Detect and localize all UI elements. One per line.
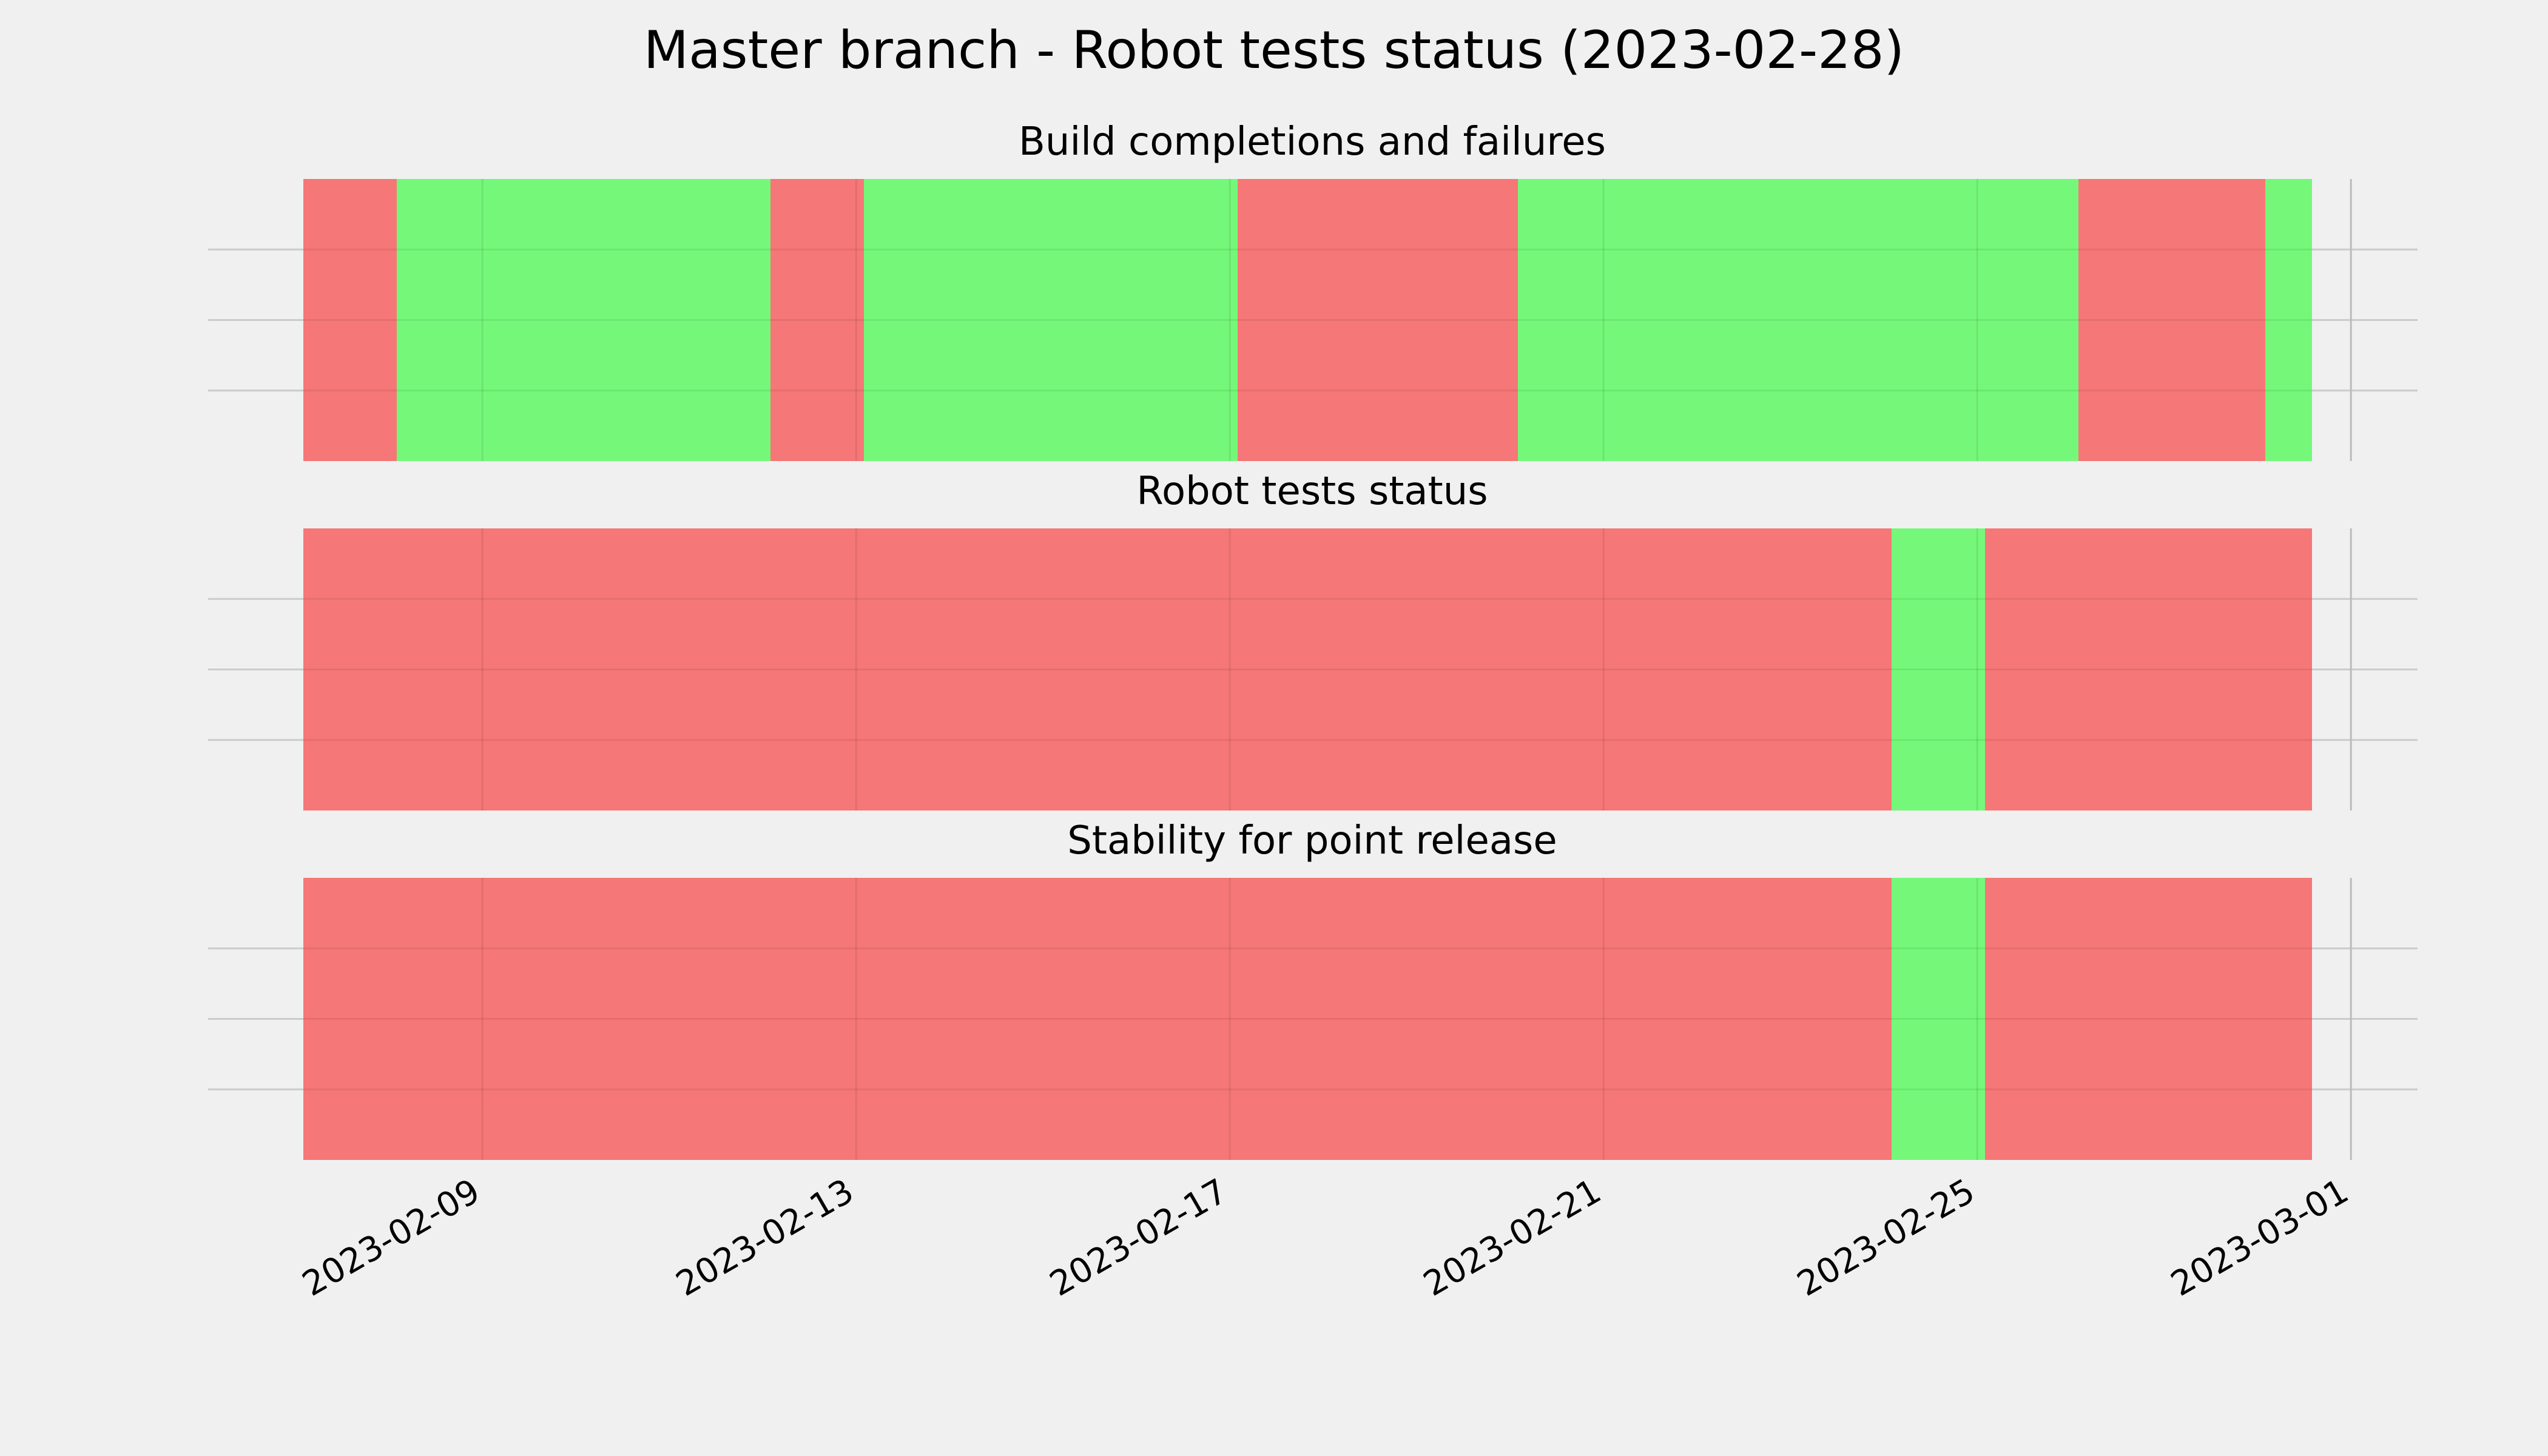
chart-title: Master branch - Robot tests status (2023… xyxy=(644,20,1904,81)
status-segment-fail xyxy=(1985,528,2312,811)
status-segment-fail xyxy=(303,528,1892,811)
status-segment-pass xyxy=(1892,878,1985,1160)
status-segment-fail xyxy=(2078,179,2265,461)
status-segment-fail xyxy=(1985,878,2312,1160)
status-segment-pass xyxy=(2265,179,2312,461)
panel-2: Robot tests status xyxy=(208,469,2418,811)
x-tick-label: 2023-02-17 xyxy=(1043,1171,1234,1304)
panel-1: Build completions and failures xyxy=(208,120,2418,461)
x-tick-label: 2023-03-01 xyxy=(2165,1171,2355,1304)
x-tick-label: 2023-02-21 xyxy=(1417,1171,1608,1304)
panel-3: Stability for point release xyxy=(208,818,2418,1160)
x-axis: 2023-02-09 2023-02-13 2023-02-17 2023-02-21… xyxy=(296,1171,2355,1304)
panel-title: Stability for point release xyxy=(1067,818,1557,863)
status-segment-pass xyxy=(1518,179,2078,461)
status-segment-fail xyxy=(770,179,864,461)
panels-group: Build completions and failures Robot test… xyxy=(208,120,2418,1160)
panel-title: Robot tests status xyxy=(1136,469,1488,514)
panel-title: Build completions and failures xyxy=(1019,120,1606,164)
status-segment-pass xyxy=(1892,528,1985,811)
x-tick-label: 2023-02-25 xyxy=(1791,1171,1981,1304)
status-segment-fail xyxy=(1238,179,1518,461)
status-segment-pass xyxy=(864,179,1238,461)
x-tick-label: 2023-02-09 xyxy=(296,1171,487,1304)
status-segment-fail xyxy=(303,179,397,461)
status-segment-fail xyxy=(303,878,1892,1160)
x-tick-label: 2023-02-13 xyxy=(670,1171,860,1304)
status-segment-pass xyxy=(397,179,770,461)
